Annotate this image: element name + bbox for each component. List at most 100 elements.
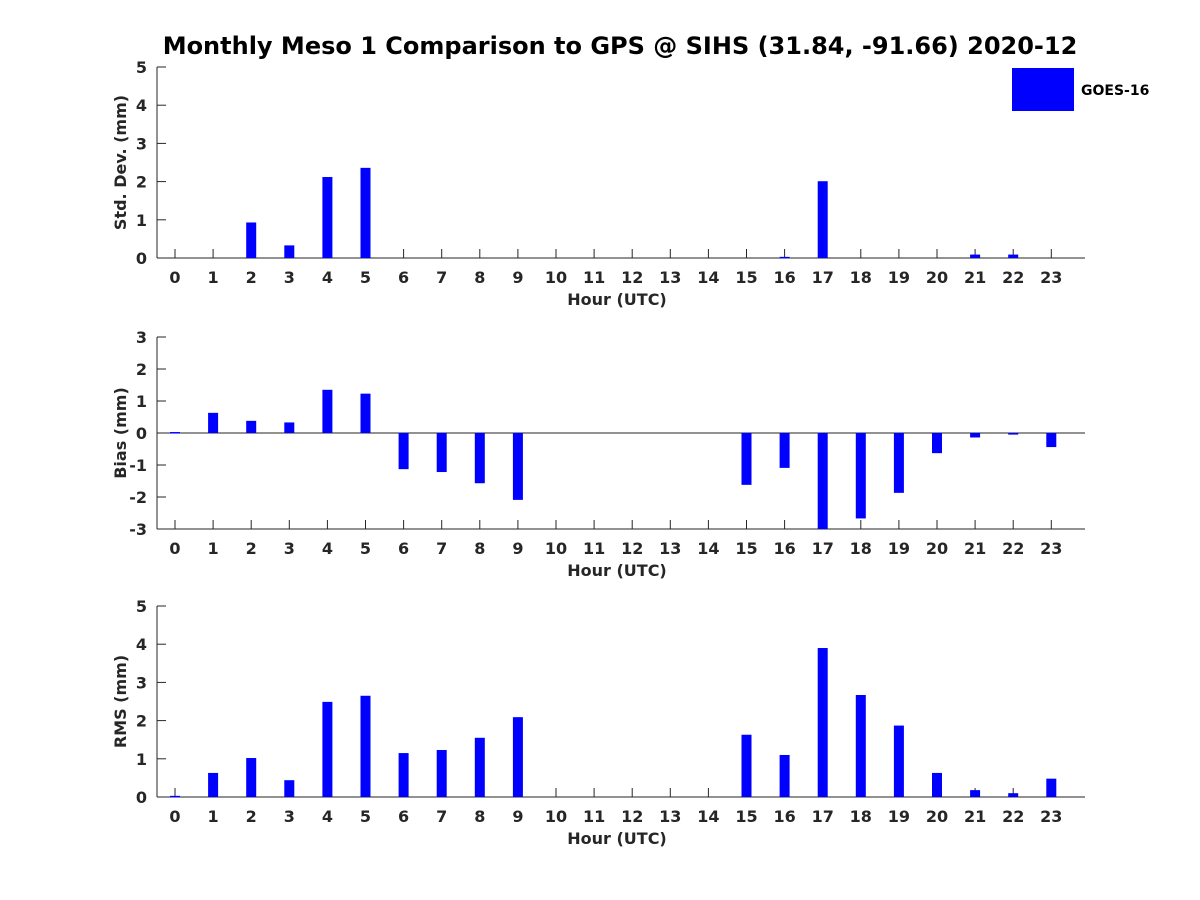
x-tick-label: 22: [1002, 268, 1024, 287]
x-tick-label: 1: [208, 539, 219, 558]
y-tick-label: 4: [136, 635, 147, 654]
bar-hour-18: [855, 433, 866, 519]
x-axis-label: Hour (UTC): [567, 290, 667, 309]
y-tick-label: 0: [136, 249, 147, 268]
x-tick-label: 5: [360, 807, 371, 826]
x-tick-label: 22: [1002, 539, 1024, 558]
y-tick-label: -1: [129, 456, 147, 475]
x-tick-label: 2: [246, 539, 257, 558]
bar-hour-23: [1046, 433, 1057, 448]
bar-hour-22: [1008, 433, 1019, 435]
x-tick-label: 8: [474, 268, 485, 287]
y-tick-label: 1: [136, 211, 147, 230]
x-tick-label: 23: [1040, 807, 1062, 826]
x-tick-label: 10: [545, 268, 567, 287]
bar-hour-9: [512, 433, 523, 500]
bar-hour-15: [741, 734, 752, 797]
x-tick-label: 7: [436, 539, 447, 558]
x-tick-label: 17: [812, 268, 834, 287]
bar-hour-18: [855, 695, 866, 797]
bar-hour-4: [322, 389, 333, 433]
x-tick-label: 3: [284, 807, 295, 826]
bar-hour-6: [398, 753, 409, 797]
bar-hour-3: [284, 780, 295, 797]
bar-hour-3: [284, 422, 295, 433]
bar-hour-22: [1008, 793, 1019, 797]
x-tick-label: 21: [964, 268, 986, 287]
x-tick-label: 11: [583, 268, 605, 287]
x-tick-label: 17: [812, 807, 834, 826]
bar-hour-3: [284, 245, 295, 258]
x-tick-label: 5: [360, 539, 371, 558]
legend: GOES-16: [1012, 68, 1149, 111]
x-tick-label: 0: [169, 539, 180, 558]
x-tick-label: 16: [773, 539, 795, 558]
x-tick-label: 8: [474, 807, 485, 826]
bar-hour-23: [1046, 778, 1057, 797]
y-tick-label: -2: [129, 488, 147, 507]
x-tick-label: 23: [1040, 539, 1062, 558]
y-tick-label: 1: [136, 392, 147, 411]
bar-hour-9: [512, 717, 523, 797]
x-tick-label: 10: [545, 807, 567, 826]
x-tick-label: 0: [169, 268, 180, 287]
x-tick-label: 9: [512, 807, 523, 826]
y-axis-label: RMS (mm): [111, 655, 130, 748]
x-tick-label: 20: [926, 268, 948, 287]
y-tick-label: 2: [136, 712, 147, 731]
y-axis-label: Bias (mm): [111, 387, 130, 479]
bar-hour-19: [893, 433, 904, 493]
y-tick-label: 0: [136, 788, 147, 807]
y-tick-label: 2: [136, 173, 147, 192]
bar-hour-0: [170, 795, 180, 798]
x-tick-label: 21: [964, 807, 986, 826]
bar-hour-7: [436, 750, 447, 797]
bar-hour-20: [932, 433, 942, 454]
x-tick-label: 6: [398, 807, 409, 826]
x-tick-label: 12: [621, 268, 643, 287]
x-tick-label: 22: [1002, 807, 1024, 826]
legend-swatch: [1012, 68, 1074, 111]
bar-hour-8: [474, 433, 485, 484]
bar-hour-21: [970, 433, 981, 438]
x-tick-label: 20: [926, 539, 948, 558]
legend-label: GOES-16: [1081, 83, 1149, 99]
x-tick-label: 15: [735, 268, 757, 287]
bar-hour-7: [436, 433, 447, 473]
x-tick-label: 8: [474, 539, 485, 558]
x-tick-label: 2: [246, 268, 257, 287]
x-tick-label: 19: [888, 268, 910, 287]
x-tick-label: 9: [512, 268, 523, 287]
x-tick-label: 20: [926, 807, 948, 826]
x-tick-label: 3: [284, 268, 295, 287]
x-tick-label: 2: [246, 807, 257, 826]
bar-hour-4: [322, 177, 333, 258]
bar-hour-6: [398, 433, 409, 470]
y-tick-label: 3: [136, 134, 147, 153]
bar-hour-17: [817, 648, 828, 797]
x-tick-label: 13: [659, 539, 681, 558]
x-tick-label: 11: [583, 807, 605, 826]
bar-hour-21: [970, 790, 981, 797]
x-tick-label: 7: [436, 807, 447, 826]
x-tick-label: 13: [659, 807, 681, 826]
x-tick-label: 11: [583, 539, 605, 558]
bar-hour-8: [474, 737, 485, 797]
x-tick-label: 10: [545, 539, 567, 558]
bar-hour-2: [246, 222, 257, 258]
x-tick-label: 12: [621, 539, 643, 558]
bar-hour-17: [817, 181, 828, 258]
x-tick-label: 6: [398, 539, 409, 558]
bar-hour-21: [970, 254, 981, 258]
bar-hour-16: [779, 433, 790, 468]
x-tick-label: 4: [322, 268, 333, 287]
x-axis-label: Hour (UTC): [567, 829, 667, 848]
x-tick-label: 12: [621, 807, 643, 826]
bar-hour-2: [246, 420, 257, 433]
x-tick-label: 7: [436, 268, 447, 287]
x-tick-label: 1: [208, 807, 219, 826]
bar-hour-4: [322, 701, 333, 797]
